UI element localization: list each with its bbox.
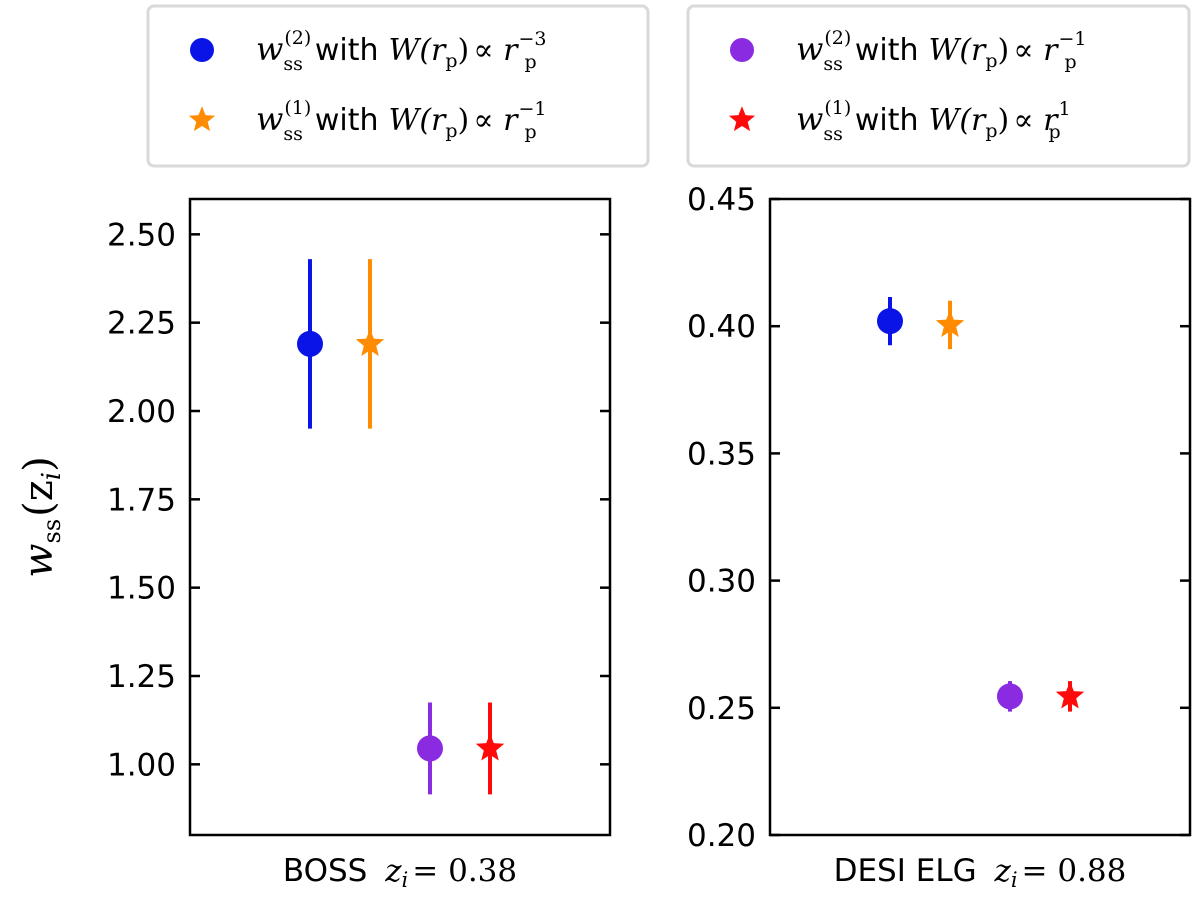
legend-left-entries-marker-1 <box>188 106 216 132</box>
ytick-label-1: 1.25 <box>107 659 176 695</box>
ytick-label-4: 2.00 <box>107 394 176 430</box>
data-point-star-3 <box>1055 681 1085 709</box>
legend-right-entries-label-1: w(1) ss with W(rp) ∝ r1 p <box>796 97 1071 145</box>
ytick-label-0: 1.00 <box>107 747 176 783</box>
ytick-label-1: 0.25 <box>687 691 756 727</box>
data-point-circle-0 <box>876 308 903 335</box>
ytick-label-6: 2.50 <box>107 217 176 253</box>
ytick-label-2: 0.30 <box>687 564 756 600</box>
legend-left-entries-label-1: w(1) ss with W(rp) ∝ r−1 p <box>256 97 546 145</box>
xlabel-boss: BOSS zi = 0.38 <box>283 853 517 892</box>
legend-right-entries-marker-1 <box>728 106 756 132</box>
legend-right-entries-marker-0 <box>730 38 754 62</box>
legend-right-entries-label-0: w(2) ss with W(rp) ∝ r−1 p <box>796 27 1086 75</box>
ytick-label-4: 0.40 <box>687 309 756 345</box>
data-point-circle-2 <box>996 683 1023 710</box>
ytick-label-3: 0.35 <box>687 436 756 472</box>
axes-frame-boss <box>188 197 612 837</box>
data-point-star-3 <box>475 733 505 761</box>
ytick-label-5: 0.45 <box>687 182 756 218</box>
ytick-label-3: 1.75 <box>107 482 176 518</box>
panel-desi-elg: 0.20 0.25 0.30 0.35 0.40 0.45 DESI ELG zi = 0.… <box>687 182 1192 892</box>
data-point-star-1 <box>935 309 965 338</box>
data-point-star-1 <box>355 328 385 356</box>
legend-left: w(2) ss with W(rp) ∝ r−3 p w(1) ss with W(rp) ∝ r−… <box>146 4 650 168</box>
ytick-label-2: 1.50 <box>107 571 176 607</box>
data-point-circle-0 <box>296 330 323 357</box>
legend-left-frame <box>146 4 650 168</box>
legend-right-frame <box>686 4 1191 168</box>
panel-boss: 1.00 1.25 1.50 1.75 2.00 2.25 2.50 BOSS zi = 0.… <box>16 197 612 892</box>
data-point-circle-2 <box>416 735 443 762</box>
ytick-label-5: 2.25 <box>107 306 176 342</box>
legend-left-entries-label-0: w(2) ss with W(rp) ∝ r−3 p <box>256 27 546 75</box>
axes-frame-desi <box>768 197 1192 837</box>
ylabel: wss(zi) <box>16 456 67 578</box>
legend-right: w(2) ss with W(rp) ∝ r−1 p w(1) ss with W(rp) ∝ r1… <box>686 4 1191 168</box>
ytick-label-0: 0.20 <box>687 818 756 854</box>
xlabel-desi: DESI ELG zi = 0.88 <box>834 853 1127 892</box>
legend-left-entries-marker-0 <box>190 38 214 62</box>
